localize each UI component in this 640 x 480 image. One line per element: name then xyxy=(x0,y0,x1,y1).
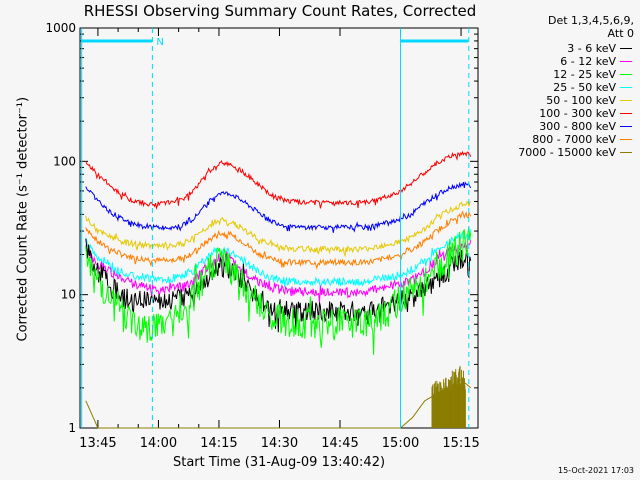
series-line xyxy=(85,200,472,258)
saa-flag-label: N xyxy=(156,37,163,48)
legend-label: 50 - 100 keV xyxy=(546,94,616,107)
x-tick-label: 13:45 xyxy=(79,436,116,451)
x-tick-label: 14:30 xyxy=(261,436,298,451)
x-tick-label: 15:15 xyxy=(442,436,479,451)
series-line xyxy=(85,229,472,289)
plot-frame xyxy=(79,27,479,429)
legend-attenuator: Att 0 xyxy=(607,27,634,40)
legend-swatch xyxy=(620,87,632,88)
legend-swatch xyxy=(620,61,632,62)
legend-entry: 100 - 300 keV xyxy=(488,107,638,120)
legend: 3 - 6 keV 6 - 12 keV 12 - 25 keV 25 - 50 ke… xyxy=(488,42,638,159)
series-line xyxy=(85,181,472,233)
y-tick-label: 1000 xyxy=(45,21,76,35)
legend-entry: 3 - 6 keV xyxy=(488,42,638,55)
timestamp: 15-Oct-2021 17:03 xyxy=(558,466,634,475)
series-line xyxy=(85,240,472,303)
chart-title: RHESSI Observing Summary Count Rates, Co… xyxy=(83,2,477,20)
legend-swatch xyxy=(620,152,632,153)
legend-entry: 25 - 50 keV xyxy=(488,81,638,94)
legend-entry: 12 - 25 keV xyxy=(488,68,638,81)
legend-swatch xyxy=(620,74,632,75)
series-line xyxy=(85,379,472,429)
legend-swatch xyxy=(620,113,632,114)
y-tick-label: 1 xyxy=(68,421,76,435)
x-tick-label: 15:00 xyxy=(382,436,419,451)
legend-label: 7000 - 15000 keV xyxy=(518,146,616,159)
legend-label: 12 - 25 keV xyxy=(553,68,616,81)
series-line xyxy=(85,226,472,355)
legend-swatch xyxy=(620,48,632,49)
legend-entry: 800 - 7000 keV xyxy=(488,133,638,146)
series-line xyxy=(85,238,472,333)
series-line xyxy=(85,150,472,210)
legend-entry: 6 - 12 keV xyxy=(488,55,638,68)
series-line xyxy=(85,210,472,270)
legend-detectors: Det 1,3,4,5,6,9, xyxy=(547,14,634,27)
legend-label: 3 - 6 keV xyxy=(567,42,616,55)
legend-swatch xyxy=(620,139,632,140)
legend-label: 100 - 300 keV xyxy=(539,107,616,120)
x-tick-label: 14:00 xyxy=(140,436,177,451)
legend-entry: 7000 - 15000 keV xyxy=(488,146,638,159)
x-tick-label: 14:45 xyxy=(321,436,358,451)
legend-label: 300 - 800 keV xyxy=(539,120,616,133)
x-tick-label: 14:15 xyxy=(200,436,237,451)
legend-entry: 300 - 800 keV xyxy=(488,120,638,133)
legend-label: 800 - 7000 keV xyxy=(532,133,616,146)
legend-label: 25 - 50 keV xyxy=(553,81,616,94)
y-tick-label: 100 xyxy=(53,154,76,168)
y-tick-label: 10 xyxy=(61,288,76,302)
x-axis-label: Start Time (31-Aug-09 13:40:42) xyxy=(172,455,386,470)
legend-swatch xyxy=(620,100,632,101)
legend-entry: 50 - 100 keV xyxy=(488,94,638,107)
legend-label: 6 - 12 keV xyxy=(560,55,616,68)
legend-swatch xyxy=(620,126,632,127)
